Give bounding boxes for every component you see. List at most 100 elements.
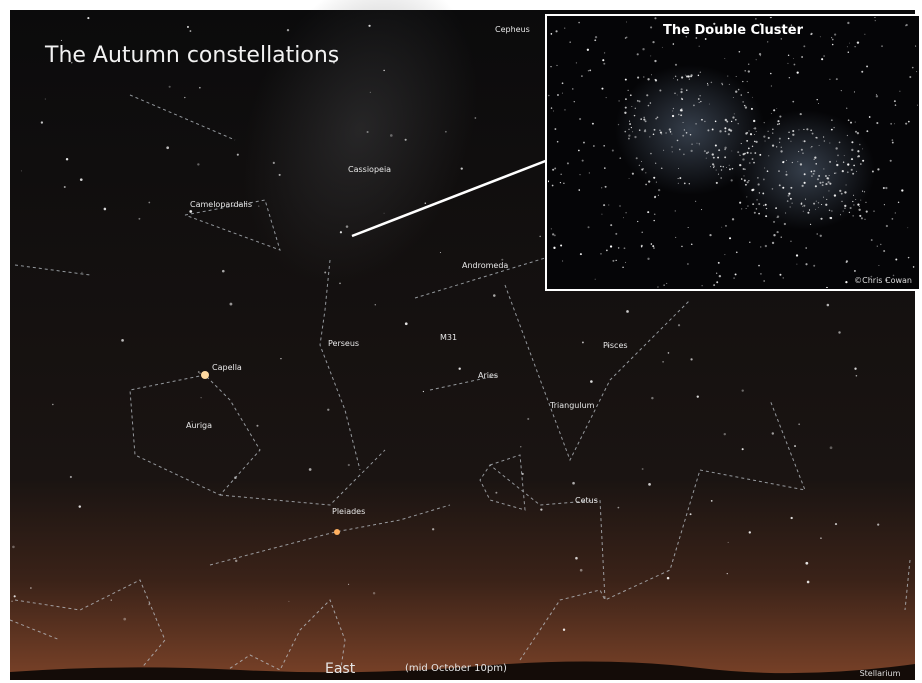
- star: [772, 242, 774, 244]
- star: [601, 214, 602, 215]
- star: [765, 204, 767, 206]
- star: [595, 36, 597, 38]
- star: [756, 59, 757, 60]
- star: [699, 143, 700, 144]
- star: [782, 187, 784, 189]
- star: [768, 131, 769, 132]
- star: [800, 163, 802, 165]
- star: [798, 129, 799, 130]
- star: [653, 220, 654, 221]
- star: [384, 213, 385, 214]
- star: [678, 178, 679, 179]
- star: [872, 171, 874, 173]
- star: [612, 150, 614, 152]
- star: [753, 162, 755, 164]
- star: [831, 129, 833, 131]
- star: [699, 144, 700, 145]
- star: [814, 156, 816, 158]
- star: [690, 74, 692, 76]
- star: [770, 73, 772, 75]
- label: Camelopardalis: [190, 200, 252, 209]
- star: [690, 513, 692, 515]
- star: [788, 55, 789, 56]
- star: [803, 211, 804, 212]
- page: The Autumn constellations The Double Clu…: [0, 0, 922, 683]
- star: [892, 218, 894, 220]
- star: [773, 109, 775, 111]
- star: [785, 212, 786, 213]
- star: [748, 64, 749, 65]
- star: [909, 76, 911, 78]
- star: [735, 273, 737, 275]
- star: [625, 98, 627, 100]
- star: [606, 97, 607, 98]
- star: [802, 152, 803, 153]
- star: [701, 209, 702, 210]
- label: Cepheus: [495, 25, 530, 34]
- star: [809, 209, 810, 210]
- star: [187, 26, 189, 28]
- star: [643, 119, 645, 121]
- star: [603, 63, 605, 65]
- star: [425, 203, 426, 204]
- star: [737, 151, 739, 153]
- title: The Autumn constellations: [44, 43, 339, 68]
- star: [829, 183, 831, 185]
- star: [619, 157, 621, 159]
- star: [689, 183, 690, 184]
- star: [712, 164, 713, 165]
- star: [834, 194, 836, 196]
- star: [908, 121, 910, 123]
- star: [849, 43, 850, 44]
- star: [699, 102, 700, 103]
- star: [772, 188, 774, 190]
- star: [860, 163, 862, 165]
- star: [564, 109, 565, 110]
- star: [811, 171, 813, 173]
- star: [827, 304, 830, 307]
- star: [740, 155, 741, 156]
- star: [367, 131, 369, 133]
- star: [839, 142, 841, 144]
- star: [704, 150, 706, 152]
- star: [631, 106, 632, 107]
- star: [686, 132, 688, 134]
- star: [842, 170, 844, 172]
- star: [854, 91, 855, 92]
- star: [741, 208, 742, 209]
- star: [847, 171, 849, 173]
- star: [654, 129, 656, 131]
- star: [853, 215, 854, 216]
- star: [859, 144, 861, 146]
- star: [751, 108, 753, 110]
- star: [862, 148, 863, 149]
- star: [834, 33, 836, 35]
- star: [30, 587, 31, 588]
- star: [632, 173, 634, 175]
- star: [683, 122, 684, 123]
- star: [724, 58, 725, 59]
- star: [813, 170, 815, 172]
- star: [820, 235, 822, 237]
- star: [756, 208, 758, 210]
- star: [663, 284, 665, 286]
- star: [747, 81, 748, 82]
- star: [445, 131, 447, 133]
- star: [890, 123, 892, 125]
- star: [783, 277, 784, 278]
- star: [610, 245, 612, 247]
- star: [742, 389, 744, 391]
- star: [885, 187, 887, 189]
- star: [804, 140, 806, 142]
- star: [637, 100, 639, 102]
- star: [556, 65, 557, 66]
- star: [706, 158, 707, 159]
- star: [772, 144, 774, 146]
- star: [230, 303, 233, 306]
- star: [892, 139, 894, 141]
- star: [548, 95, 550, 97]
- star: [764, 168, 765, 169]
- star: [777, 124, 779, 126]
- star: [578, 189, 580, 191]
- star: [748, 92, 749, 93]
